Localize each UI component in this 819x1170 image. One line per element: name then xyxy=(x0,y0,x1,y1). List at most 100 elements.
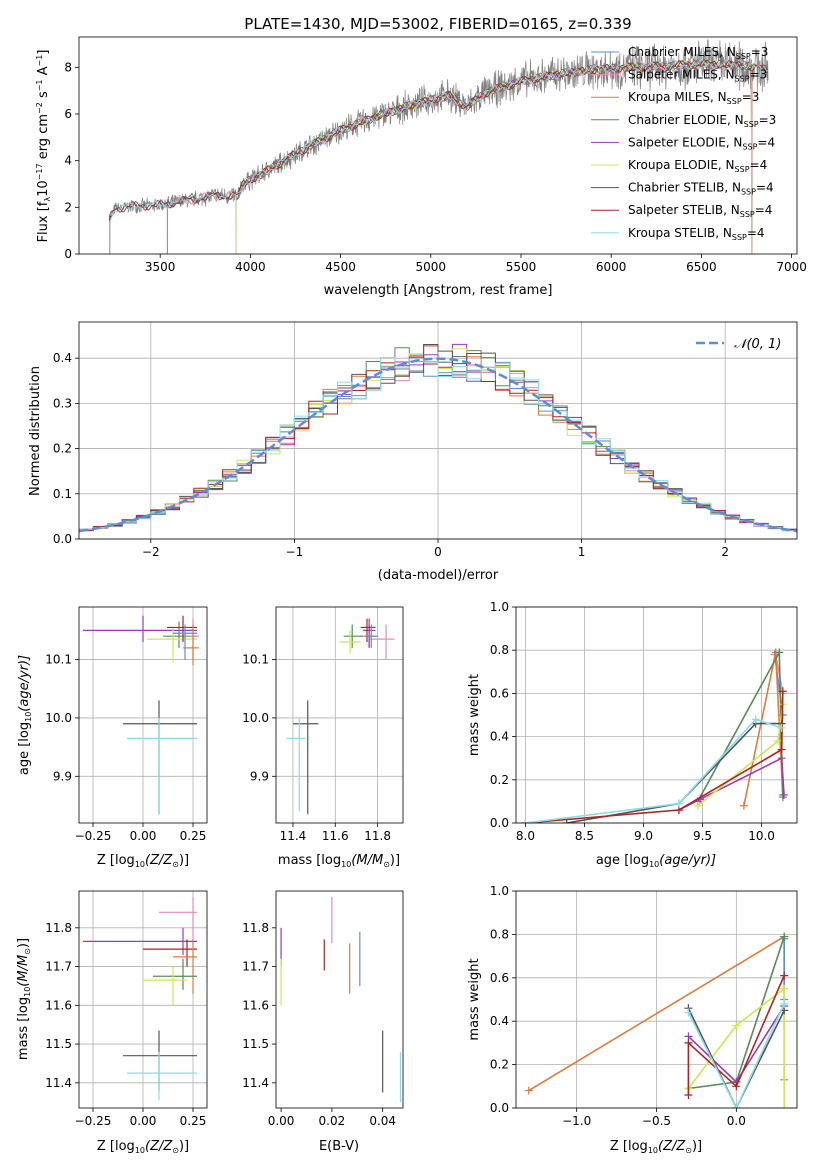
legend-entry: Chabrier ELODIE, NSSP=3 xyxy=(628,113,776,129)
weight-marker xyxy=(732,1082,741,1091)
weight-marker xyxy=(684,1090,693,1099)
tick-label-y: 1.0 xyxy=(490,600,509,614)
plot-area xyxy=(521,648,789,823)
tick-label-y: 11.5 xyxy=(242,1037,269,1051)
label-part: Salpeter MILES, N xyxy=(628,68,735,82)
weight-line-kroupa-stelib xyxy=(687,1003,785,1108)
tick-label-x: 0.04 xyxy=(369,1114,396,1128)
tick-label-x: 11.4 xyxy=(280,829,307,843)
label-part: −17 xyxy=(35,163,44,180)
label-part: Kroupa STELIB, N xyxy=(628,226,732,240)
tick-label-y: 11.4 xyxy=(45,1076,72,1090)
label-part: 10 xyxy=(135,860,145,869)
weight-marker xyxy=(674,799,683,808)
legend-entry: Kroupa ELODIE, NSSP=4 xyxy=(628,158,767,174)
label-part: SSP xyxy=(732,233,747,242)
label-part: SSP xyxy=(735,75,750,84)
plot-area xyxy=(280,896,402,1103)
label-part: SSP xyxy=(740,210,755,219)
plot-area xyxy=(109,38,769,254)
tick-label-x: 0 xyxy=(434,545,442,559)
label-part: =4 xyxy=(757,135,775,149)
tick-label-y: 11.7 xyxy=(242,960,269,974)
weight-marker xyxy=(780,971,789,980)
label-part: ⊙ xyxy=(172,860,179,869)
tick-label-x: −0.25 xyxy=(75,829,112,843)
weight-marker xyxy=(562,819,571,823)
label-part: (Z/Z xyxy=(145,1139,173,1154)
tick-label-x: 0.25 xyxy=(180,829,207,843)
legend-entry: 𝒩(0, 1) xyxy=(734,337,781,352)
weight-line-kroupa-stelib xyxy=(525,718,782,823)
tick-label-y: 0.8 xyxy=(490,927,509,941)
model-line-kroupa-elodie xyxy=(235,60,753,254)
x-axis-label: Z [log10(Z/Z⊙)] xyxy=(97,1139,189,1155)
x-axis-label: (data-model)/error xyxy=(378,568,499,583)
axes-frame xyxy=(78,890,208,1109)
label-part: −2 xyxy=(35,102,44,114)
tick-label-y: 11.6 xyxy=(45,998,72,1012)
weight-marker xyxy=(777,745,786,754)
weight-line-chabrier-stelib xyxy=(687,1007,785,1108)
label-part: (age/yr)] xyxy=(659,853,716,868)
tick-label-y: 0.0 xyxy=(490,816,509,830)
label-part: 10 xyxy=(36,180,51,197)
axes-weight_vs_age: 8.0 8.5 9.0 9.5 10.0 0.0 0.2 0.4 0.6 0.8 1.0 mass w… xyxy=(467,600,798,869)
model-line-kroupa-stelib xyxy=(109,58,768,254)
label-part: ⊙ xyxy=(172,1146,179,1155)
label-part: 10 xyxy=(135,1146,145,1155)
tick-label-x: 6000 xyxy=(596,260,627,274)
weight-marker xyxy=(684,1008,693,1017)
tick-label-y: 0 xyxy=(64,247,72,261)
label-part: )] xyxy=(692,1139,702,1154)
label-part: Kroupa MILES, N xyxy=(628,90,727,104)
label-part: Salpeter ELODIE, N xyxy=(628,135,742,149)
label-part: mass [log xyxy=(278,853,341,868)
tick-label-x: −0.5 xyxy=(642,1114,671,1128)
model-line-chabrier-stelib xyxy=(109,59,769,254)
plot-area xyxy=(524,932,789,1108)
label-part: age [log xyxy=(596,853,649,868)
label-part: SSP xyxy=(735,165,750,174)
label-part: 10 xyxy=(23,987,32,997)
plot-area xyxy=(83,896,197,1101)
label-part: Z [log xyxy=(97,1139,135,1154)
label-part: 10 xyxy=(341,860,351,869)
tick-label-x: 0.00 xyxy=(268,1114,295,1128)
label-part: =4 xyxy=(750,158,768,172)
tick-label-x: −1.0 xyxy=(562,1114,591,1128)
y-axis-label: mass weight xyxy=(467,674,482,756)
axes-spectrum: 3500 4000 4500 5000 5500 6000 6500 7000 0 2 4 6 8 Cha… xyxy=(35,36,807,298)
tick-label-y: 0.2 xyxy=(53,442,72,456)
tick-label-y: 11.6 xyxy=(242,998,269,1012)
tick-label-x: 1 xyxy=(578,545,586,559)
label-part: λ xyxy=(43,197,52,202)
label-part: ⊙ xyxy=(685,1146,692,1155)
label-part: ] xyxy=(36,50,51,55)
tick-label-y: 11.4 xyxy=(242,1076,269,1090)
tick-label-x: 5500 xyxy=(506,260,537,274)
tick-label-y: 0.4 xyxy=(490,730,509,744)
legend-entry: Salpeter STELIB, NSSP=4 xyxy=(628,203,772,219)
label-part: SSP xyxy=(727,97,742,106)
label-part: (Z/Z xyxy=(658,1139,686,1154)
weight-marker xyxy=(777,723,786,732)
tick-label-x: 7000 xyxy=(776,260,807,274)
label-part: =3 xyxy=(759,113,777,127)
label-part: )] xyxy=(179,1139,189,1154)
tick-label-x: 0.02 xyxy=(319,1114,346,1128)
label-part: =4 xyxy=(756,181,774,195)
label-part: =4 xyxy=(747,226,765,240)
label-part: ⊙ xyxy=(23,948,32,955)
label-part: Chabrier MILES, N xyxy=(628,45,736,59)
weight-marker xyxy=(780,932,789,941)
legend-entry: Salpeter MILES, NSSP=3 xyxy=(628,68,767,84)
model-line-salpeter-elodie xyxy=(235,59,753,254)
y-axis-label: mass weight xyxy=(467,958,482,1040)
plot-area xyxy=(79,343,797,534)
tick-label-x: −1 xyxy=(286,545,304,559)
axes-weight_vs_Z: −1.0 −0.5 0.0 0.0 0.2 0.4 0.6 0.8 1.0 mass weight… xyxy=(467,884,798,1155)
weight-marker xyxy=(751,715,760,724)
label-part: 10 xyxy=(24,712,33,722)
label-part: =4 xyxy=(755,203,773,217)
